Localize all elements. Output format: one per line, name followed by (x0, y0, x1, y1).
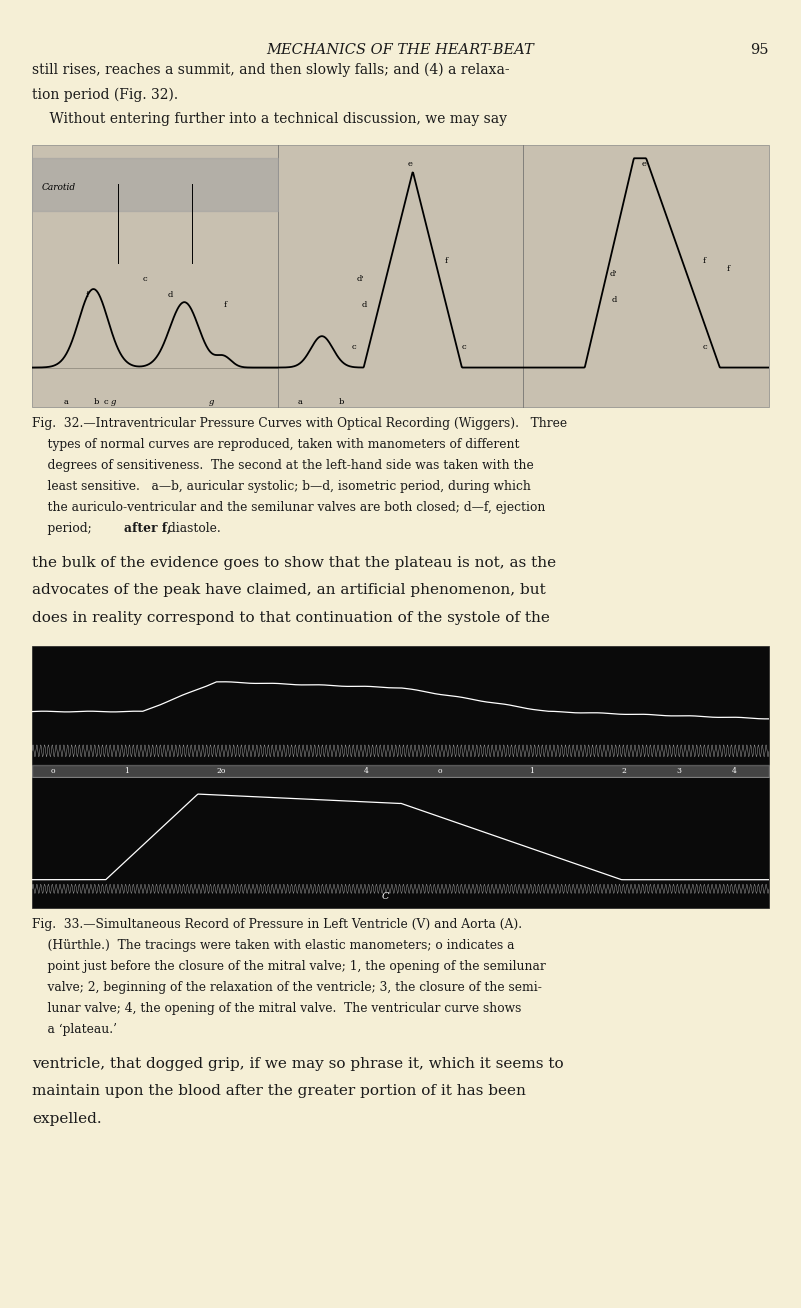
Text: (Hürthle.)  The tracings were taken with elastic manometers; o indicates a: (Hürthle.) The tracings were taken with … (32, 939, 514, 952)
Text: d: d (167, 290, 172, 300)
Text: c: c (103, 398, 108, 407)
Text: g: g (111, 398, 116, 407)
Text: tion period (Fig. 32).: tion period (Fig. 32). (32, 88, 178, 102)
Text: 1: 1 (124, 768, 129, 776)
Text: C: C (382, 892, 389, 901)
Text: still rises, reaches a summit, and then slowly falls; and (4) a relaxa-: still rises, reaches a summit, and then … (32, 63, 509, 77)
Text: Fig.  32.—Intraventricular Pressure Curves with Optical Recording (Wiggers).   T: Fig. 32.—Intraventricular Pressure Curve… (32, 417, 567, 430)
Text: maintain upon the blood after the greater portion of it has been: maintain upon the blood after the greate… (32, 1084, 526, 1099)
Text: d': d' (610, 269, 617, 279)
Text: period;: period; (32, 522, 95, 535)
Text: valve; 2, beginning of the relaxation of the ventricle; 3, the closure of the se: valve; 2, beginning of the relaxation of… (32, 981, 542, 994)
Text: d: d (361, 301, 367, 310)
Text: 4: 4 (364, 768, 368, 776)
Text: does in reality correspond to that continuation of the systole of the: does in reality correspond to that conti… (32, 611, 550, 625)
Text: a: a (64, 398, 69, 407)
Text: the bulk of the evidence goes to show that the plateau is not, as the: the bulk of the evidence goes to show th… (32, 556, 556, 570)
Text: d: d (612, 296, 617, 305)
Text: b: b (339, 398, 344, 407)
Bar (32, 145, 769, 407)
Text: degrees of sensitiveness.  The second at the left-hand side was taken with the: degrees of sensitiveness. The second at … (32, 459, 533, 472)
Text: Carotid: Carotid (42, 183, 76, 192)
Text: o: o (50, 768, 55, 776)
Text: f: f (445, 256, 448, 266)
Text: f: f (86, 290, 89, 300)
Text: 3: 3 (677, 768, 682, 776)
Text: e: e (642, 160, 646, 169)
Text: c: c (352, 343, 356, 352)
Text: 95: 95 (751, 43, 769, 58)
Text: advocates of the peak have claimed, an artificial phenomenon, but: advocates of the peak have claimed, an a… (32, 583, 545, 598)
Text: a: a (297, 398, 302, 407)
Text: o: o (437, 768, 442, 776)
Text: Fig.  33.—Simultaneous Record of Pressure in Left Ventricle (V) and Aorta (A).: Fig. 33.—Simultaneous Record of Pressure… (32, 918, 522, 931)
Text: 4: 4 (732, 768, 737, 776)
Text: c: c (143, 275, 147, 284)
Text: d': d' (356, 275, 364, 284)
Text: lunar valve; 4, the opening of the mitral valve.  The ventricular curve shows: lunar valve; 4, the opening of the mitra… (32, 1002, 521, 1015)
Text: 2: 2 (622, 768, 626, 776)
Text: diastole.: diastole. (164, 522, 221, 535)
Text: least sensitive.   a—b, auricular systolic; b—d, isometric period, during which: least sensitive. a—b, auricular systolic… (32, 480, 531, 493)
Text: g: g (209, 398, 215, 407)
Bar (32, 646, 769, 908)
Text: ventricle, that dogged grip, if we may so phrase it, which it seems to: ventricle, that dogged grip, if we may s… (32, 1057, 564, 1071)
Text: the auriculo-ventricular and the semilunar valves are both closed; d—f, ejection: the auriculo-ventricular and the semilun… (32, 501, 545, 514)
Text: b: b (94, 398, 99, 407)
Text: point just before the closure of the mitral valve; 1, the opening of the semilun: point just before the closure of the mit… (32, 960, 545, 973)
Text: types of normal curves are reproduced, taken with manometers of different: types of normal curves are reproduced, t… (32, 438, 520, 451)
Text: f: f (702, 256, 706, 266)
Text: c: c (462, 343, 466, 352)
Text: f: f (727, 264, 731, 273)
Text: MECHANICS OF THE HEART-BEAT: MECHANICS OF THE HEART-BEAT (267, 43, 534, 58)
Text: a ‘plateau.’: a ‘plateau.’ (32, 1023, 117, 1036)
Text: f: f (223, 301, 227, 310)
Text: 1: 1 (529, 768, 534, 776)
Text: e: e (408, 160, 413, 169)
Text: 2o: 2o (216, 768, 226, 776)
Text: c: c (702, 343, 707, 352)
Text: Without entering further into a technical discussion, we may say: Without entering further into a technica… (32, 112, 507, 127)
Text: after f,: after f, (124, 522, 171, 535)
Text: expelled.: expelled. (32, 1112, 102, 1126)
